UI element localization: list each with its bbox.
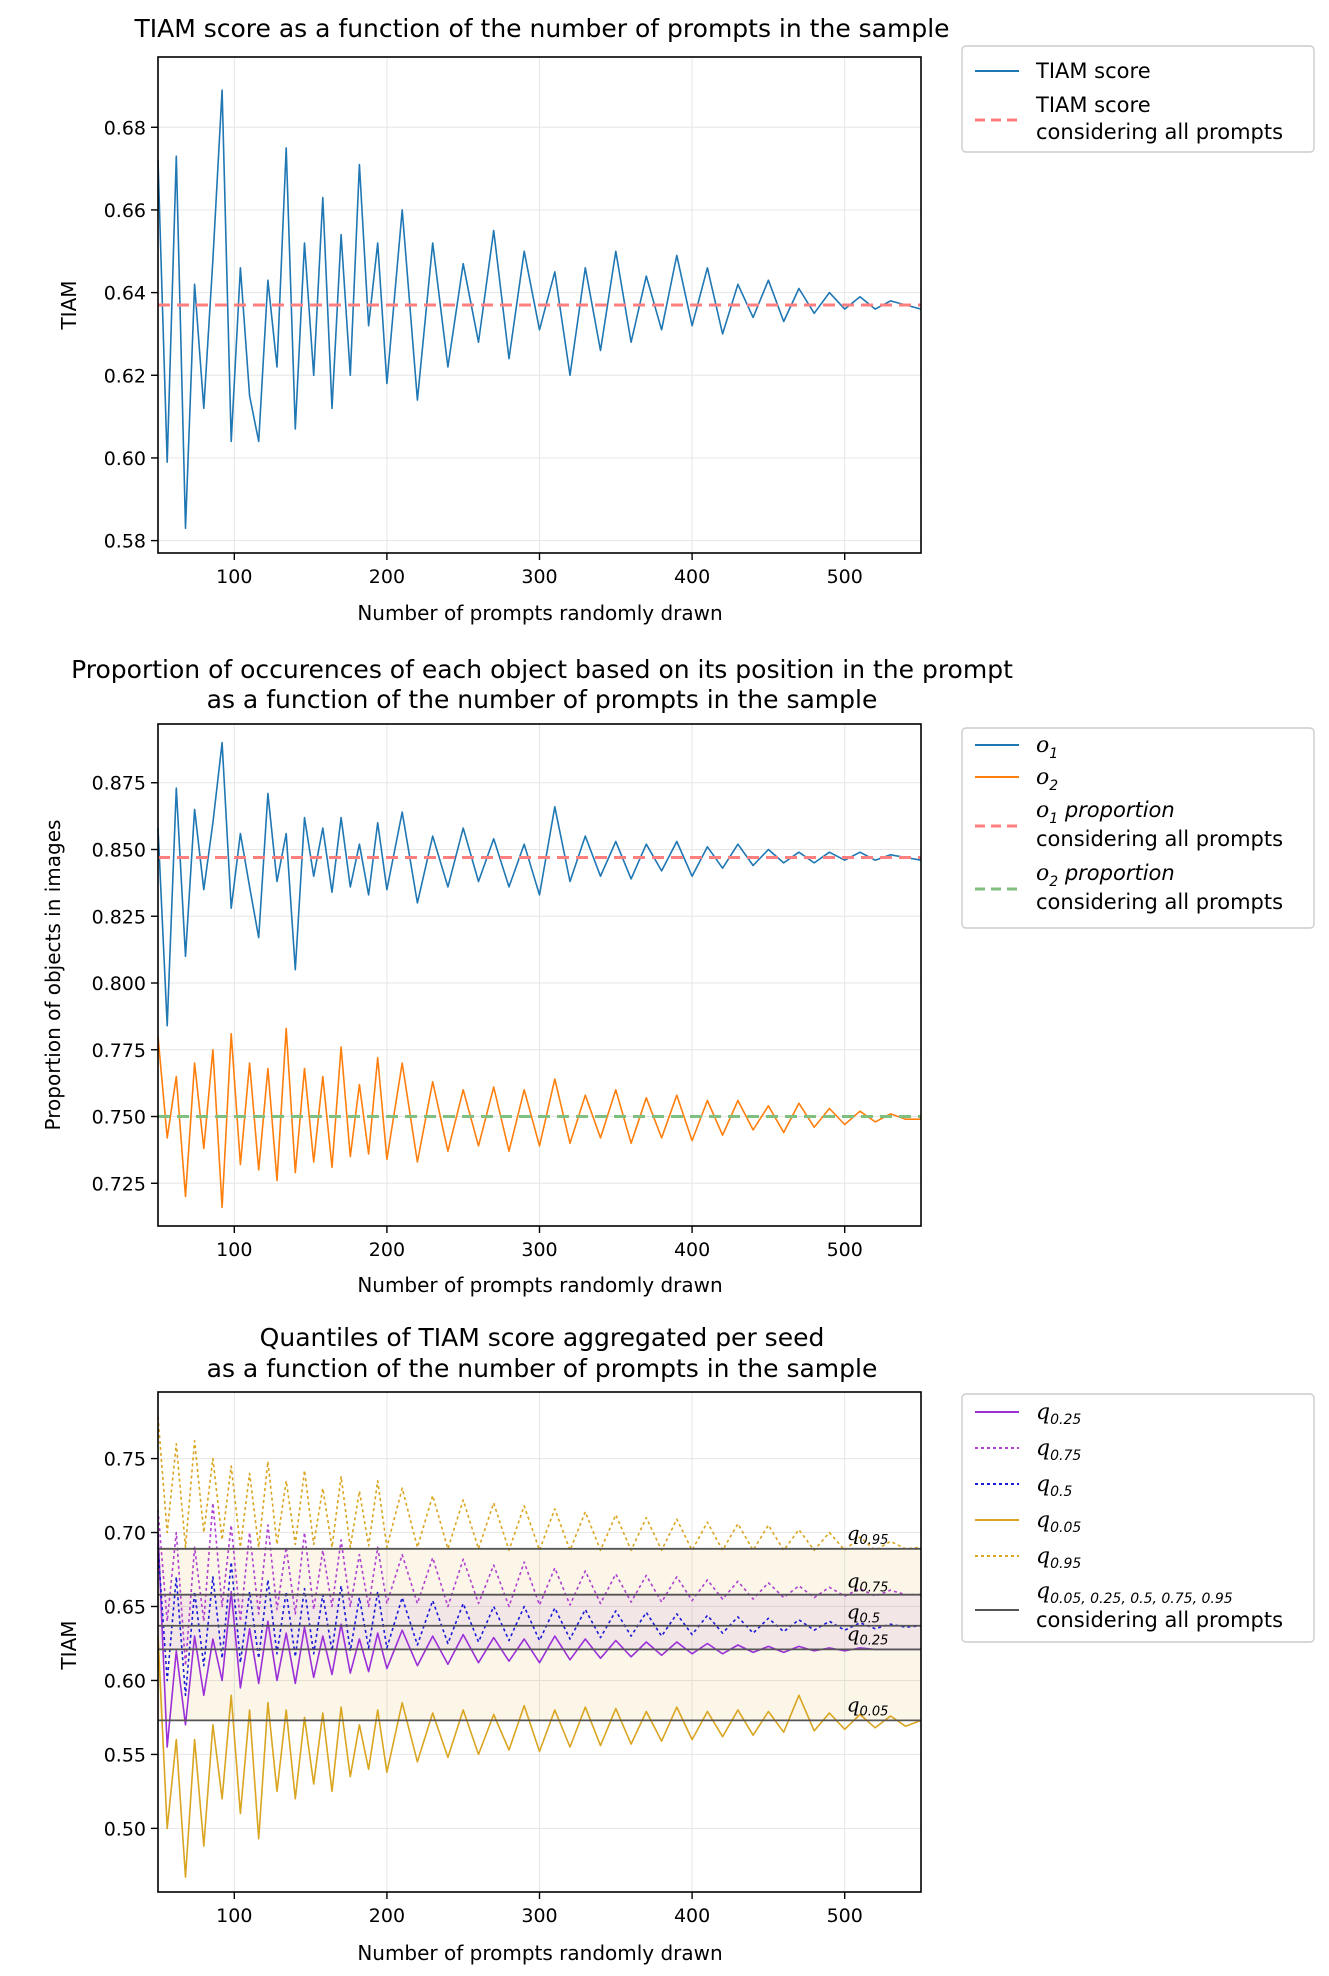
chart-1-ytick-label-5: 0.68 bbox=[104, 117, 146, 139]
chart-3-subtitle: as a function of the number of prompts i… bbox=[207, 1354, 878, 1383]
chart-2-ytick-label-5: 0.850 bbox=[92, 840, 146, 862]
chart-3-xtick-label-2: 300 bbox=[521, 1905, 557, 1927]
chart-1-xtick-label-4: 500 bbox=[827, 566, 863, 588]
chart-1-legend-label-1-line2: considering all prompts bbox=[1036, 120, 1283, 144]
chart-1-ytick-label-3: 0.64 bbox=[104, 283, 146, 305]
chart-2-legend-box bbox=[961, 727, 1315, 929]
chart-2-xtick-label-2: 300 bbox=[521, 1239, 557, 1261]
chart-3-annotation-2: q0.5 bbox=[847, 1599, 881, 1626]
chart-3-legend-label-4: q0.95 bbox=[1036, 1544, 1081, 1572]
chart-2-legend-label-2-line2: considering all prompts bbox=[1036, 827, 1283, 851]
chart-2-ytick-label-6: 0.875 bbox=[92, 773, 146, 795]
chart-2-subtitle: as a function of the number of prompts i… bbox=[207, 685, 878, 714]
chart-3-xtick-label-0: 100 bbox=[216, 1905, 252, 1927]
chart-2-series-0-line bbox=[157, 741, 922, 1027]
chart-3-series-0-line bbox=[157, 1532, 921, 1748]
chart-2-xtick-label-3: 400 bbox=[674, 1239, 710, 1261]
chart-1-legend-label-0: TIAM score bbox=[1035, 59, 1151, 83]
chart-3-legend-label-1: q0.75 bbox=[1036, 1436, 1081, 1464]
chart-3-legend-box bbox=[961, 1393, 1315, 1643]
chart-2-legend-label-1: o2 bbox=[1036, 765, 1058, 794]
chart-3-series-1-line bbox=[157, 1502, 921, 1667]
chart-3-annotation-3: q0.25 bbox=[847, 1622, 889, 1649]
chart-3-series-3-line bbox=[157, 1636, 922, 1878]
chart-1-xtick-label-2: 300 bbox=[521, 566, 557, 588]
chart-3-ytick-label-5: 0.75 bbox=[104, 1449, 146, 1471]
chart-1-grid bbox=[158, 57, 921, 553]
chart-1-ytick-label-4: 0.66 bbox=[104, 200, 146, 222]
chart-3-legend-label-3: q0.05 bbox=[1036, 1508, 1081, 1536]
chart-2-ytick-label-4: 0.825 bbox=[92, 906, 146, 928]
chart-2-ticks: 100 200 300 400 500 0.725 0.750 0.775 0.800 0.825… bbox=[92, 773, 863, 1261]
chart-3-ylabel: TIAM bbox=[57, 1620, 81, 1670]
chart-panel-2: Proportion of occurences of each object … bbox=[41, 655, 1315, 1297]
chart-2-legend: o1 o2 o1 proportion considering all prom… bbox=[961, 727, 1315, 929]
chart-3-legend-label-2: q0.5 bbox=[1036, 1472, 1072, 1500]
chart-1-ytick-label-2: 0.62 bbox=[104, 365, 146, 387]
chart-2-legend-label-3: o2 proportion bbox=[1036, 861, 1175, 890]
chart-3-annotations: q0.95 q0.75 q0.5q0.25 q0.05 bbox=[847, 1521, 889, 1720]
chart-2-ylabel: Proportion of objects in images bbox=[41, 820, 65, 1131]
chart-1-ticks: 100 200 300 400 500 0.58 0.60 0.62 0.64 0.66 0.68 bbox=[104, 117, 863, 588]
chart-3-ytick-label-0: 0.50 bbox=[104, 1818, 146, 1840]
chart-1-xtick-label-3: 400 bbox=[674, 566, 710, 588]
chart-2-ytick-label-1: 0.750 bbox=[92, 1107, 146, 1129]
chart-3-xtick-label-4: 500 bbox=[827, 1905, 863, 1927]
chart-2-xtick-label-0: 100 bbox=[216, 1239, 252, 1261]
chart-3-grid bbox=[158, 1392, 921, 1892]
chart-2-ytick-label-2: 0.775 bbox=[92, 1040, 146, 1062]
chart-3-annotation-4: q0.05 bbox=[847, 1693, 889, 1720]
chart-2-xtick-label-1: 200 bbox=[369, 1239, 405, 1261]
chart-1-legend-box bbox=[961, 45, 1315, 153]
chart-3-band-inner bbox=[158, 1594, 921, 1650]
chart-2-legend-label-0: o1 bbox=[1036, 733, 1058, 762]
chart-panel-3: Quantiles of TIAM score aggregated per s… bbox=[57, 1323, 1315, 1965]
chart-2-legend-label-3-line2: considering all prompts bbox=[1036, 890, 1283, 914]
chart-3-series-group bbox=[157, 1417, 922, 1878]
chart-3-legend-label-5-line2: considering all prompts bbox=[1036, 1608, 1283, 1632]
chart-3-ytick-label-4: 0.70 bbox=[104, 1523, 146, 1545]
chart-3-legend-label-5: q0.05, 0.25, 0.5, 0.75, 0.95 bbox=[1036, 1579, 1233, 1607]
chart-2-legend-label-2: o1 proportion bbox=[1036, 798, 1175, 827]
chart-1-series-0-line bbox=[157, 89, 922, 530]
chart-1-series-group bbox=[157, 89, 922, 530]
chart-3-legend-label-0: q0.25 bbox=[1036, 1400, 1081, 1428]
chart-1-legend: TIAM score TIAM score considering all pr… bbox=[961, 45, 1315, 153]
chart-2-xtick-label-4: 500 bbox=[827, 1239, 863, 1261]
chart-3-ticks: 100 200 300 400 500 0.50 0.55 0.60 0.65 0.70 0.75 bbox=[104, 1449, 863, 1927]
chart-3-legend: q0.25 q0.75 q0.5 q0.05 q0.95 q0.05, 0.25… bbox=[961, 1393, 1315, 1643]
chart-1-legend-label-1: TIAM score bbox=[1035, 93, 1151, 117]
chart-3-ytick-label-1: 0.55 bbox=[104, 1744, 146, 1766]
chart-2-series-group bbox=[157, 741, 922, 1209]
chart-3-annotation-1: q0.75 bbox=[847, 1568, 889, 1595]
chart-3-xtick-label-1: 200 bbox=[369, 1905, 405, 1927]
chart-1-xtick-label-0: 100 bbox=[216, 566, 252, 588]
chart-1-ylabel: TIAM bbox=[57, 280, 81, 330]
chart-3-xtick-label-3: 400 bbox=[674, 1905, 710, 1927]
chart-2-ytick-label-3: 0.800 bbox=[92, 973, 146, 995]
chart-3-ytick-label-2: 0.60 bbox=[104, 1670, 146, 1692]
chart-3-xlabel: Number of prompts randomly drawn bbox=[357, 1941, 722, 1965]
chart-1-title: TIAM score as a function of the number o… bbox=[133, 14, 949, 43]
chart-3-title: Quantiles of TIAM score aggregated per s… bbox=[260, 1323, 825, 1352]
chart-2-title: Proportion of occurences of each object … bbox=[71, 655, 1013, 684]
chart-1-xtick-label-1: 200 bbox=[369, 566, 405, 588]
chart-3-series-2-line bbox=[157, 1547, 922, 1697]
chart-2-xlabel: Number of prompts randomly drawn bbox=[357, 1273, 722, 1297]
chart-3-annotation-0: q0.95 bbox=[847, 1521, 889, 1548]
chart-1-xlabel: Number of prompts randomly drawn bbox=[357, 601, 722, 625]
chart-2-ytick-label-0: 0.725 bbox=[92, 1173, 146, 1195]
chart-2-series-1-line bbox=[157, 1027, 921, 1209]
chart-3-series-4-line bbox=[157, 1417, 922, 1552]
chart-1-ytick-label-0: 0.58 bbox=[104, 531, 146, 553]
chart-1-ytick-label-1: 0.60 bbox=[104, 448, 146, 470]
chart-panel-1: TIAM score as a function of the number o… bbox=[57, 14, 1315, 625]
chart-3-ytick-label-3: 0.65 bbox=[104, 1596, 146, 1618]
